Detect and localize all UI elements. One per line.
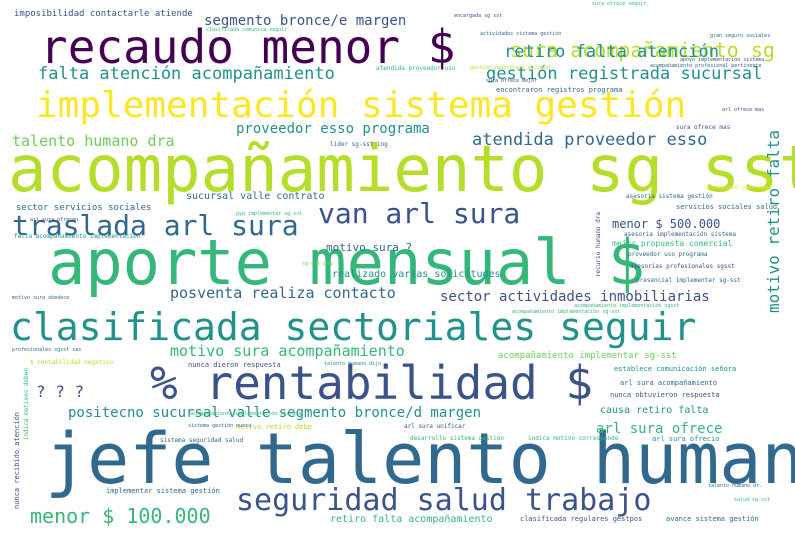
word: posventa realiza contacto [170, 284, 396, 302]
word: sistema gestión nunca [188, 423, 252, 429]
word: arl sura ofrecio [652, 435, 720, 443]
word: motivo sura ? [326, 241, 413, 254]
word: encargada sg sst [454, 13, 503, 19]
word: sector servicios sociales [16, 203, 152, 213]
word: ? ? ? [36, 382, 85, 401]
word: retiro falta acompañamiento [330, 514, 493, 525]
word: clasificada regulares gestpos [520, 515, 643, 523]
word: talento humano dijo [324, 361, 382, 367]
word: clasificada sectoriales seguir [10, 305, 697, 349]
word: implementar sistema gestión [106, 487, 220, 495]
word: actividades sistema gestión [480, 31, 562, 37]
word: acompañamiento implementación sgsst [574, 303, 680, 309]
word: gestión registrada sucursal [486, 64, 763, 84]
word: implementación sistema gestión [36, 85, 687, 126]
word: establece comunicación señora [614, 365, 737, 373]
word: atendida proveedor uso [376, 65, 456, 72]
word: sura ofrece mejor [486, 78, 538, 84]
word: sura acompañamiento sg [510, 38, 775, 62]
word: servicios sociales salud [676, 203, 778, 211]
word: sura ofrece mas [676, 124, 731, 131]
word: motivo sura acompañamiento [170, 342, 405, 360]
word: acompañamiento profesional pertinente [650, 63, 762, 69]
word: talento humano dra [12, 132, 175, 150]
word: indica motivos deben [23, 368, 30, 441]
word: proveedor esso programa [236, 121, 430, 137]
word: gran seguro sociales [710, 33, 771, 39]
word: indica motivo corresponde [528, 435, 619, 442]
word: arl ofrece mas [722, 107, 765, 113]
word: acompañamiento implementación sistema [190, 411, 302, 417]
word: % rentabilidad $ [150, 356, 594, 410]
word: recurso humano dra [595, 212, 602, 278]
word: sector actividades inmobiliarias [440, 289, 710, 305]
word: recaudo menor $ [40, 20, 456, 74]
word: menor $ 500.000 [612, 217, 721, 231]
word: nunca obtuvieron respuesta [610, 391, 720, 399]
word: talento humano dr. [708, 483, 763, 489]
word: profesional post venta [706, 185, 773, 191]
word: menor $ 100.000 [30, 504, 211, 528]
word: jefe talento humano [45, 418, 795, 500]
word: seguridad salud trabajo [236, 483, 652, 518]
word: falta atención acompañamiento [38, 64, 335, 84]
word: asesoria implementación sistema [624, 231, 736, 238]
word: clasificada comunica seguir [206, 27, 288, 33]
word: asesorias profesionales sgsst [630, 263, 735, 270]
word: nunca dieron respuesta [188, 361, 281, 369]
word: traslada arl sura [12, 209, 299, 242]
word: salud sg-sst [734, 497, 771, 503]
word: causa retiro falta [600, 405, 709, 416]
word: acompañamiento sg sst [8, 133, 795, 207]
word: proveedor uso programa [628, 251, 708, 258]
word: motivo sura obedece [12, 295, 70, 301]
word: acompañamiento implementación sg-sst [512, 309, 621, 315]
word: atendida proveedor esso [472, 130, 708, 150]
word: arl sura acompañamiento [620, 379, 717, 387]
word: lider sg-sst ing [330, 141, 388, 148]
word: profesionales sgsst sas [12, 347, 82, 353]
word: nunca recibido atención [13, 412, 21, 509]
word: motivo retiro falta [764, 130, 783, 314]
word: realizado varias solicitudes [332, 269, 501, 280]
word: aporte mensual $ [48, 226, 646, 299]
word: sg-sst ing [302, 261, 333, 267]
word: sucursal valle contrato [186, 191, 325, 202]
word: retiro falta atención [504, 42, 719, 62]
word: arl sura ofrecen [30, 217, 79, 223]
word: falta acompañamiento implementación [14, 233, 141, 240]
word: positecno sucursal valle segmento bronce… [68, 405, 482, 421]
word: desarrollo sistema gestión [410, 435, 504, 442]
word: encontraron registros programa [496, 86, 623, 94]
word: van arl sura [318, 197, 521, 230]
word: mejor propuesta comercial [612, 239, 733, 248]
word: imposibilidad contactarle atiende [14, 9, 193, 19]
word: presencial implementar sg-sst [636, 277, 741, 284]
word: gestión registrada sucursal [470, 65, 552, 71]
word: asesoria sistema gestión [626, 193, 713, 200]
word: arl sura unificar [404, 423, 466, 430]
word: motivo retiro debe [236, 423, 312, 431]
word: apoyo implementación sistema [680, 57, 765, 63]
word: pyp implementar sg-sst [236, 211, 303, 217]
word: acompañamiento implementar sg-sst [498, 351, 677, 361]
word: avance sistema gestión [666, 515, 759, 523]
word: sura ofrece seguir [592, 1, 647, 7]
word: sistema seguridad salud [160, 437, 244, 444]
word: arl sura ofrece [596, 421, 723, 437]
word: segmento bronce/e margen [204, 13, 407, 29]
word: $ rentabilidad negativo [30, 359, 114, 366]
